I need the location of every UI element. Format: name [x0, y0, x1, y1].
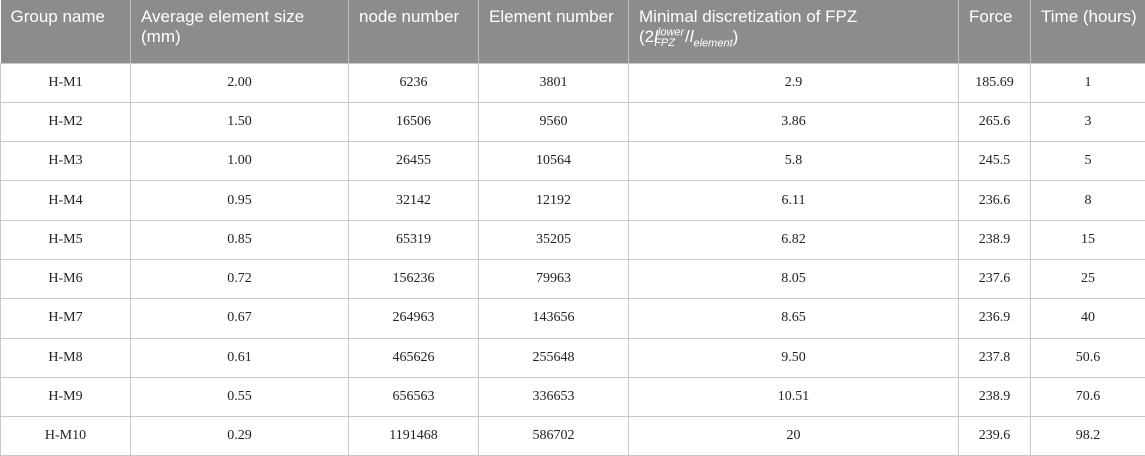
- cell-element: 12192: [478, 180, 629, 221]
- cell-group: H-M9: [0, 376, 131, 418]
- cell-element: 3801: [478, 62, 629, 103]
- cell-group: H-M6: [0, 258, 131, 300]
- cell-fpz: 6.11: [628, 180, 959, 221]
- cell-fpz: 2.9: [628, 62, 959, 103]
- cell-size: 0.72: [130, 258, 349, 300]
- header-force: Force: [958, 0, 1031, 63]
- cell-fpz: 8.05: [628, 258, 959, 300]
- cell-node: 65319: [348, 219, 479, 260]
- cell-fpz: 10.51: [628, 376, 959, 418]
- fpz-sup: lower: [657, 26, 685, 39]
- cell-time: 15: [1030, 219, 1145, 260]
- cell-element: 9560: [478, 101, 629, 143]
- fpz-prefix: Minimal discretization of FPZ (2: [639, 7, 858, 46]
- cell-element: 255648: [478, 337, 629, 378]
- cell-time: 98.2: [1030, 416, 1145, 456]
- cell-time: 70.6: [1030, 376, 1145, 418]
- cell-time: 25: [1030, 258, 1145, 300]
- cell-group: H-M3: [0, 141, 131, 182]
- cell-group: H-M4: [0, 180, 131, 221]
- cell-size: 0.61: [130, 337, 349, 378]
- cell-group: H-M7: [0, 298, 131, 339]
- cell-group: H-M2: [0, 101, 131, 143]
- header-element-number: Element number: [478, 0, 629, 63]
- table-row: H-M5 0.85 65319 35205 6.82 238.9 15: [0, 219, 1145, 260]
- header-row: Group name Average element size (mm) nod…: [0, 0, 1145, 63]
- fpz-sub2: element: [693, 37, 733, 50]
- cell-group: H-M1: [0, 62, 131, 103]
- cell-time: 40: [1030, 298, 1145, 339]
- cell-group: H-M10: [0, 416, 131, 456]
- table-row: H-M6 0.72 156236 79963 8.05 237.6 25: [0, 258, 1145, 300]
- fpz-slash: /: [684, 27, 690, 46]
- header-time-hours: Time (hours): [1030, 0, 1145, 63]
- cell-time: 1: [1030, 62, 1145, 103]
- cell-force: 265.6: [958, 101, 1031, 143]
- cell-node: 6236: [348, 62, 479, 103]
- cell-element: 79963: [478, 258, 629, 300]
- cell-group: H-M5: [0, 219, 131, 260]
- cell-size: 1.50: [130, 101, 349, 143]
- cell-node: 26455: [348, 141, 479, 182]
- table-row: H-M7 0.67 264963 143656 8.65 236.9 40: [0, 298, 1145, 339]
- cell-size: 0.67: [130, 298, 349, 339]
- table-row: H-M8 0.61 465626 255648 9.50 237.8 50.6: [0, 337, 1145, 378]
- cell-node: 656563: [348, 376, 479, 418]
- table-row: H-M3 1.00 26455 10564 5.8 245.5 5: [0, 141, 1145, 182]
- header-node-number: node number: [348, 0, 479, 63]
- cell-fpz: 9.50: [628, 337, 959, 378]
- cell-force: 238.9: [958, 376, 1031, 418]
- table-row: H-M10 0.29 1191468 586702 20 239.6 98.2: [0, 416, 1145, 456]
- fpz-l2: l: [689, 27, 694, 46]
- cell-force: 185.69: [958, 62, 1031, 103]
- table-row: H-M9 0.55 656563 336653 10.51 238.9 70.6: [0, 376, 1145, 418]
- cell-element: 35205: [478, 219, 629, 260]
- cell-size: 0.55: [130, 376, 349, 418]
- cell-force: 237.6: [958, 258, 1031, 300]
- cell-element: 586702: [478, 416, 629, 456]
- cell-size: 0.29: [130, 416, 349, 456]
- cell-node: 32142: [348, 180, 479, 221]
- cell-element: 336653: [478, 376, 629, 418]
- cell-force: 236.9: [958, 298, 1031, 339]
- cell-time: 50.6: [1030, 337, 1145, 378]
- cell-size: 0.95: [130, 180, 349, 221]
- cell-time: 3: [1030, 101, 1145, 143]
- table-row: H-M1 2.00 6236 3801 2.9 185.69 1: [0, 62, 1145, 103]
- header-minimal-discretization: Minimal discretization of FPZ (2llowerFP…: [628, 0, 959, 63]
- cell-element: 143656: [478, 298, 629, 339]
- cell-fpz: 3.86: [628, 101, 959, 143]
- cell-force: 239.6: [958, 416, 1031, 456]
- cell-size: 0.85: [130, 219, 349, 260]
- cell-node: 465626: [348, 337, 479, 378]
- cell-fpz: 5.8: [628, 141, 959, 182]
- cell-force: 237.8: [958, 337, 1031, 378]
- cell-force: 238.9: [958, 219, 1031, 260]
- cell-time: 8: [1030, 180, 1145, 221]
- cell-fpz: 8.65: [628, 298, 959, 339]
- fpz-sub: FPZ: [654, 37, 675, 50]
- cell-force: 236.6: [958, 180, 1031, 221]
- table-row: H-M2 1.50 16506 9560 3.86 265.6 3: [0, 101, 1145, 143]
- cell-node: 156236: [348, 258, 479, 300]
- cell-size: 2.00: [130, 62, 349, 103]
- cell-node: 1191468: [348, 416, 479, 456]
- cell-element: 10564: [478, 141, 629, 182]
- header-group-name: Group name: [0, 0, 131, 63]
- cell-size: 1.00: [130, 141, 349, 182]
- cell-group: H-M8: [0, 337, 131, 378]
- cell-node: 16506: [348, 101, 479, 143]
- cell-fpz: 6.82: [628, 219, 959, 260]
- header-average-element-size: Average element size (mm): [130, 0, 349, 63]
- table-row: H-M4 0.95 32142 12192 6.11 236.6 8: [0, 180, 1145, 221]
- cell-time: 5: [1030, 141, 1145, 182]
- fpz-suffix: ): [732, 27, 739, 46]
- cell-force: 245.5: [958, 141, 1031, 182]
- cell-node: 264963: [348, 298, 479, 339]
- cell-fpz: 20: [628, 416, 959, 456]
- fpz-l1: l: [654, 27, 658, 46]
